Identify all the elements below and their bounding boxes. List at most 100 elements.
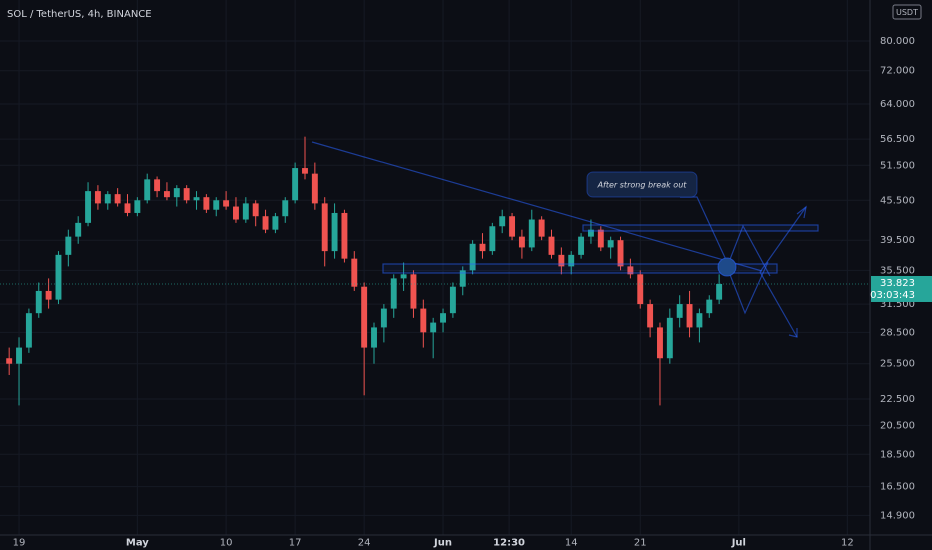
x-tick-label: 21 (634, 538, 647, 549)
price-tag-label: 33.823 (880, 278, 915, 289)
candle-body (499, 216, 506, 227)
candle-body (252, 203, 259, 217)
callout-box (586, 171, 698, 198)
y-tick-label: 45.500 (880, 195, 915, 206)
candle-body (6, 358, 13, 364)
y-tick-label: 25.500 (880, 359, 915, 370)
x-tick-label: 12 (841, 538, 854, 549)
candle-body (558, 254, 565, 267)
candle-body (706, 299, 713, 314)
candle-body (75, 222, 82, 237)
candle-body (410, 274, 417, 309)
drawings (311, 141, 819, 338)
x-tick-label: 10 (220, 538, 233, 549)
candle-body (627, 266, 634, 275)
y-tick-label: 35.500 (880, 265, 915, 276)
candle-body (173, 188, 180, 198)
trend-line (311, 141, 763, 272)
candle-body (65, 236, 72, 255)
y-tick-label: 16.500 (880, 482, 915, 493)
candle-body (16, 347, 22, 364)
x-tick-label: 17 (289, 538, 302, 549)
axes: 14.900 16.500 18.500 20.500 22.500 25.500 28.5… (13, 36, 915, 549)
candle-body (282, 200, 289, 217)
candle-body (25, 313, 32, 348)
candle-body (311, 173, 318, 204)
candle-body (272, 216, 279, 230)
candle-body (213, 200, 220, 210)
candle-body (55, 254, 62, 300)
currency: USDT (896, 8, 918, 17)
y-tick-label: 51.500 (880, 160, 915, 171)
candle-body (400, 274, 407, 279)
support-zone (382, 263, 778, 274)
y-tick-label: 28.500 (880, 327, 915, 338)
candle-body (696, 313, 703, 328)
resistance-zone (582, 224, 819, 232)
candle-body (94, 191, 101, 204)
candle-body (380, 308, 387, 328)
y-tick-label: 20.500 (880, 420, 915, 431)
candle-body (617, 240, 624, 267)
candle-body (361, 286, 368, 348)
y-tick-label: 56.500 (880, 134, 915, 145)
pattern-line (726, 261, 769, 315)
candle-body (371, 327, 377, 348)
callout-text: After strong break out (597, 181, 688, 190)
currency-box (892, 4, 922, 20)
x-tick-label: 24 (358, 538, 371, 549)
candle-body (479, 243, 486, 252)
y-tick-label: 22.500 (880, 394, 915, 405)
candle-body (587, 229, 594, 237)
candle-body (193, 197, 200, 201)
x-tick-label: 14 (565, 538, 578, 549)
x-tick-label: May (126, 538, 149, 549)
candle-body (203, 197, 210, 210)
candle-body (351, 258, 358, 287)
candle-body (509, 216, 516, 237)
candle-body (154, 179, 161, 192)
candle-body (85, 191, 92, 223)
candle-body (420, 308, 427, 333)
candle-body (716, 283, 723, 300)
candle-body (242, 203, 249, 220)
y-tick-label: 39.500 (880, 235, 915, 246)
candle-body (104, 194, 111, 204)
candle-body (302, 168, 308, 174)
arrow-head (796, 205, 807, 219)
candle-body (292, 168, 299, 201)
candle-body (390, 278, 397, 309)
candle-body (183, 188, 190, 201)
candle-body (114, 194, 121, 204)
candle-body (430, 322, 437, 333)
candle-body (449, 286, 456, 314)
countdown: 03:03:43 (870, 290, 915, 301)
candle-body (144, 179, 151, 201)
candle-body (331, 212, 338, 252)
candle-body (223, 200, 230, 207)
candle-body (134, 200, 141, 213)
candle-body (489, 226, 496, 252)
x-tick-label: 19 (13, 538, 26, 549)
candle-body (676, 304, 683, 318)
x-tick-label: Jun (433, 538, 452, 549)
candle-body (262, 216, 269, 230)
candle-body (469, 243, 476, 271)
y-tick-label: 72.000 (880, 66, 915, 77)
candle-body (163, 191, 170, 198)
y-tick-label: 80.000 (880, 36, 915, 47)
arrow-head (788, 328, 798, 338)
candle-body (538, 219, 545, 237)
x-tick-label: Jul (731, 538, 746, 549)
y-tick-label: 31.500 (880, 299, 915, 310)
candle-body (548, 236, 555, 255)
candle-body (597, 229, 604, 248)
candle-body (341, 212, 348, 259)
candle-body (686, 304, 693, 328)
candle-body (45, 290, 52, 300)
pattern-line (726, 224, 771, 277)
breakout-marker (717, 257, 737, 277)
